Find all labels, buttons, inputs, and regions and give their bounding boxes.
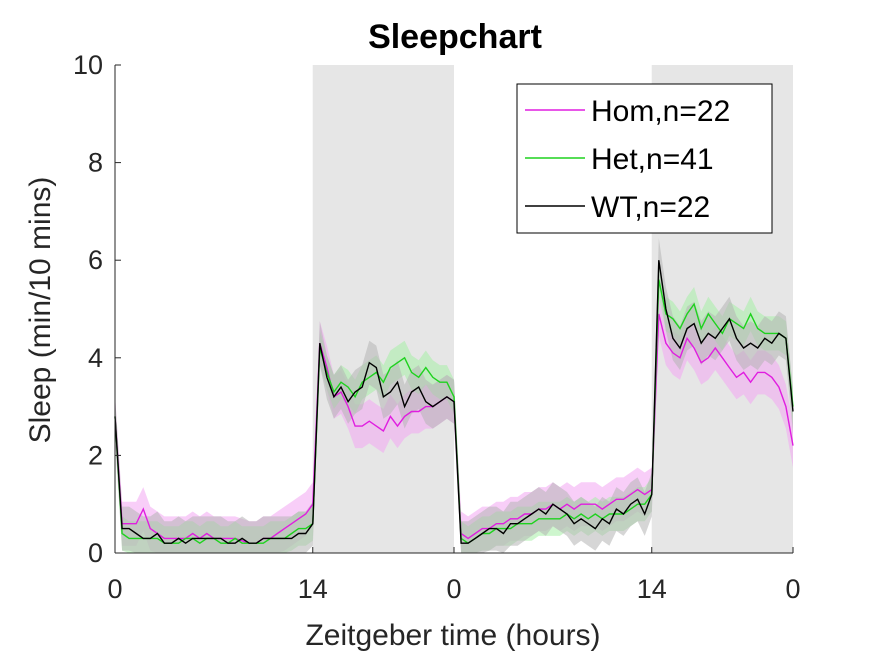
series-lines — [114, 260, 794, 545]
y-tick-label-5: 10 — [73, 50, 103, 80]
legend: Hom,n=22 Het,n=41 WT,n=22 — [516, 83, 773, 234]
y-axis-label: Sleep (min/10 mins) — [24, 177, 57, 444]
y-tick-label-0: 0 — [88, 538, 103, 568]
x-tick-labels: 0 14 0 14 0 — [107, 574, 800, 604]
legend-label-1: Het,n=41 — [591, 143, 714, 176]
y-tick-label-4: 8 — [88, 148, 103, 178]
x-tick-label-2: 0 — [446, 574, 461, 604]
chart-title: Sleepchart — [368, 18, 542, 56]
axes — [114, 64, 794, 554]
x-axis-label: Zeitgeber time (hours) — [305, 619, 600, 652]
x-tick-label-1: 14 — [298, 574, 328, 604]
y-tick-label-3: 6 — [88, 245, 103, 275]
dark-period-0 — [312, 65, 454, 553]
x-tick-label-0: 0 — [107, 574, 122, 604]
x-tick-label-4: 0 — [785, 574, 800, 604]
y-tick-label-2: 4 — [88, 343, 103, 373]
y-tick-labels: 0 2 4 6 8 10 — [73, 50, 103, 568]
series-line-2 — [114, 260, 794, 545]
y-tick-label-1: 2 — [88, 440, 103, 470]
legend-label-2: WT,n=22 — [591, 191, 710, 224]
x-tick-label-3: 14 — [637, 574, 667, 604]
legend-label-0: Hom,n=22 — [591, 95, 730, 128]
